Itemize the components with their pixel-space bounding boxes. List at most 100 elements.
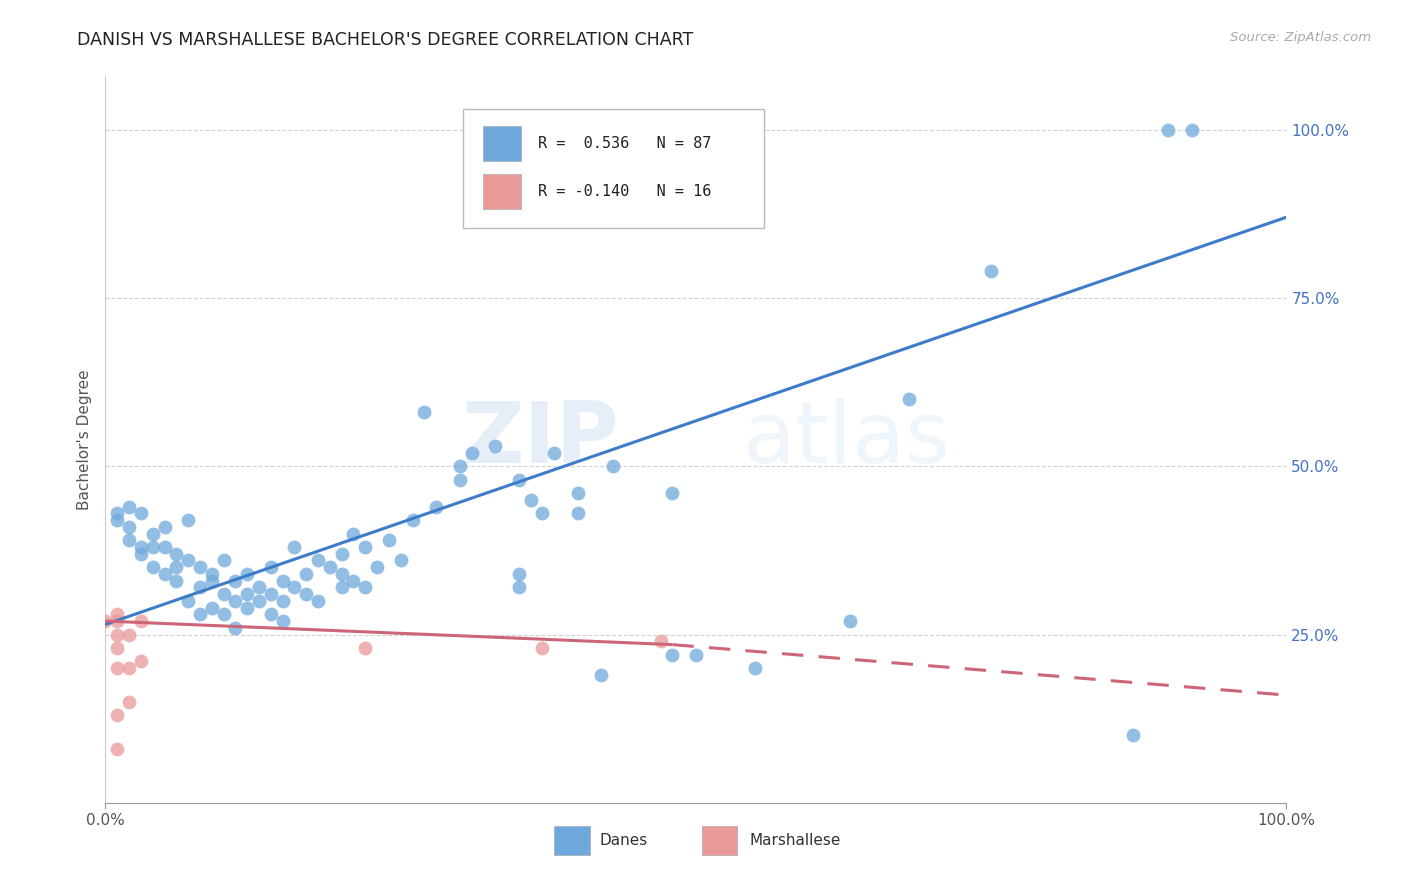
Point [142,560,165,574]
FancyBboxPatch shape [554,826,589,855]
Point [425,500,447,514]
Point [366,560,388,574]
Point [389,553,412,567]
Point [129,655,152,669]
Point [650,634,672,648]
Point [330,581,353,595]
Point [224,594,246,608]
Point [295,587,318,601]
Point [94,614,117,628]
Text: Danes: Danes [599,833,647,848]
Point [118,500,141,514]
Point [543,446,565,460]
Point [118,695,141,709]
Point [508,566,530,581]
Point [105,640,128,655]
Point [201,574,224,588]
Point [838,614,860,628]
Point [508,473,530,487]
Point [484,439,506,453]
Text: Source: ZipAtlas.com: Source: ZipAtlas.com [1230,31,1371,45]
Point [260,560,283,574]
Point [980,264,1002,278]
Point [1181,122,1204,136]
Point [567,507,589,521]
Point [449,459,471,474]
Point [177,513,200,527]
Point [105,627,128,641]
Point [1122,729,1144,743]
Text: DANISH VS MARSHALLESE BACHELOR'S DEGREE CORRELATION CHART: DANISH VS MARSHALLESE BACHELOR'S DEGREE … [77,31,693,49]
Point [224,574,246,588]
Point [105,708,128,723]
Point [685,648,707,662]
Point [105,614,128,628]
Point [354,581,377,595]
Point [260,607,283,622]
Point [271,594,294,608]
Text: ZIP: ZIP [461,398,619,481]
Point [105,661,128,675]
Point [165,547,187,561]
Point [118,661,141,675]
Point [401,513,423,527]
Point [508,581,530,595]
Point [307,553,329,567]
Point [661,648,683,662]
Point [236,587,259,601]
Text: atlas: atlas [744,398,952,481]
Point [188,560,211,574]
Point [330,547,353,561]
Point [212,607,235,622]
Text: R = -0.140   N = 16: R = -0.140 N = 16 [537,184,711,199]
Point [105,513,128,527]
Point [212,553,235,567]
Point [342,574,364,588]
Point [519,492,541,507]
Point [531,507,554,521]
FancyBboxPatch shape [702,826,737,855]
Point [449,473,471,487]
Point [177,594,200,608]
Point [118,520,141,534]
Point [283,581,305,595]
Text: Marshallese: Marshallese [749,833,841,848]
Point [142,526,165,541]
Point [460,446,482,460]
Point [897,392,920,406]
Point [591,668,613,682]
Point [247,594,270,608]
Point [236,600,259,615]
Point [378,533,401,548]
Point [260,587,283,601]
Point [165,560,187,574]
Point [295,566,318,581]
Point [153,566,176,581]
FancyBboxPatch shape [484,174,522,209]
Point [129,614,152,628]
Point [661,486,683,500]
Point [602,459,624,474]
Point [105,607,128,622]
Y-axis label: Bachelor's Degree: Bachelor's Degree [76,369,91,509]
Point [271,614,294,628]
Point [531,640,554,655]
Point [188,581,211,595]
Point [201,600,224,615]
Point [271,574,294,588]
Point [129,507,152,521]
Point [1157,122,1180,136]
Point [153,520,176,534]
Point [142,540,165,554]
Point [177,553,200,567]
Point [224,621,246,635]
Point [342,526,364,541]
Point [212,587,235,601]
Text: R =  0.536   N = 87: R = 0.536 N = 87 [537,136,711,151]
Point [744,661,766,675]
Point [283,540,305,554]
Point [105,742,128,756]
Point [354,640,377,655]
Point [307,594,329,608]
Point [129,540,152,554]
